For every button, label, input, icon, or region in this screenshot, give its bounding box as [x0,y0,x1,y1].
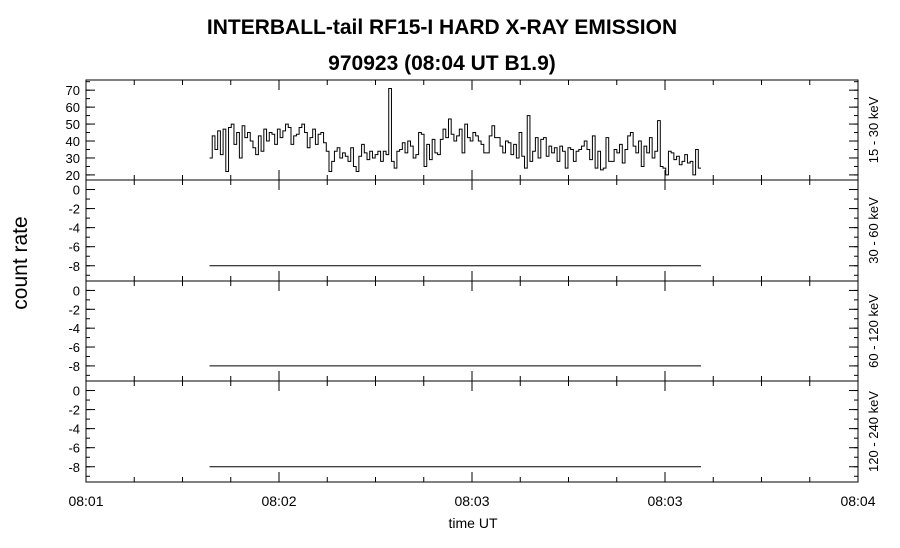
y-tick-label: 40 [66,134,80,149]
panel-3: 0 -2 -4 -6 -8 120 - 240 keV [68,380,881,483]
y-tick-label: -6 [68,240,80,255]
y-tick-label: 70 [66,83,80,98]
y-tick-label: -4 [68,422,80,437]
x-tick-label: 08:03 [454,493,489,509]
series-line-0 [209,87,702,176]
chart-title-line2: 970923 (08:04 UT B1.9) [328,52,556,75]
band-label: 60 - 120 keV [866,294,881,368]
y-tick-label: 0 [73,183,80,198]
y-tick-label: -8 [68,359,80,374]
band-label: 15 - 30 keV [866,96,881,163]
panel-frame [85,79,859,181]
band-label: 120 - 240 keV [866,391,881,472]
panels: 20 30 40 50 60 70 15 - 30 keV 0 -2 -4 -6 -8 30 - 60 … [66,79,881,483]
y-tick-label: 20 [66,168,80,183]
y-tick-label: 0 [73,384,80,399]
y-tick-label: 50 [66,117,80,132]
x-tick-label: 08:01 [68,493,103,509]
y-tick-label: 30 [66,151,80,166]
y-tick-label: -2 [68,403,80,418]
panel-0: 20 30 40 50 60 70 15 - 30 keV [66,79,881,183]
x-tick-label: 08:03 [647,493,682,509]
band-label: 30 - 60 keV [866,197,881,264]
y-tick-label: -4 [68,221,80,236]
y-tick-label: -2 [68,302,80,317]
y-tick-label: -8 [68,259,80,274]
panel-2: 0 -2 -4 -6 -8 60 - 120 keV [68,280,881,382]
y-tick-label: 0 [73,283,80,298]
x-axis-label: time UT [449,515,498,531]
y-tick-label: -8 [68,460,80,475]
x-tick-labels: 08:01 08:02 08:03 08:03 08:04 [68,493,875,509]
panel-1: 0 -2 -4 -6 -8 30 - 60 keV [68,179,881,282]
y-tick-label: 60 [66,100,80,115]
y-tick-label: -6 [68,340,80,355]
x-tick-label: 08:02 [261,493,296,509]
y-axis-label: count rate [9,216,32,309]
y-tick-label: -6 [68,441,80,456]
y-tick-label: -2 [68,202,80,217]
chart-title-line1: INTERBALL-tail RF15-I HARD X-RAY EMISSIO… [207,16,677,39]
x-tick-label: 08:04 [840,493,875,509]
y-tick-label: -4 [68,321,80,336]
